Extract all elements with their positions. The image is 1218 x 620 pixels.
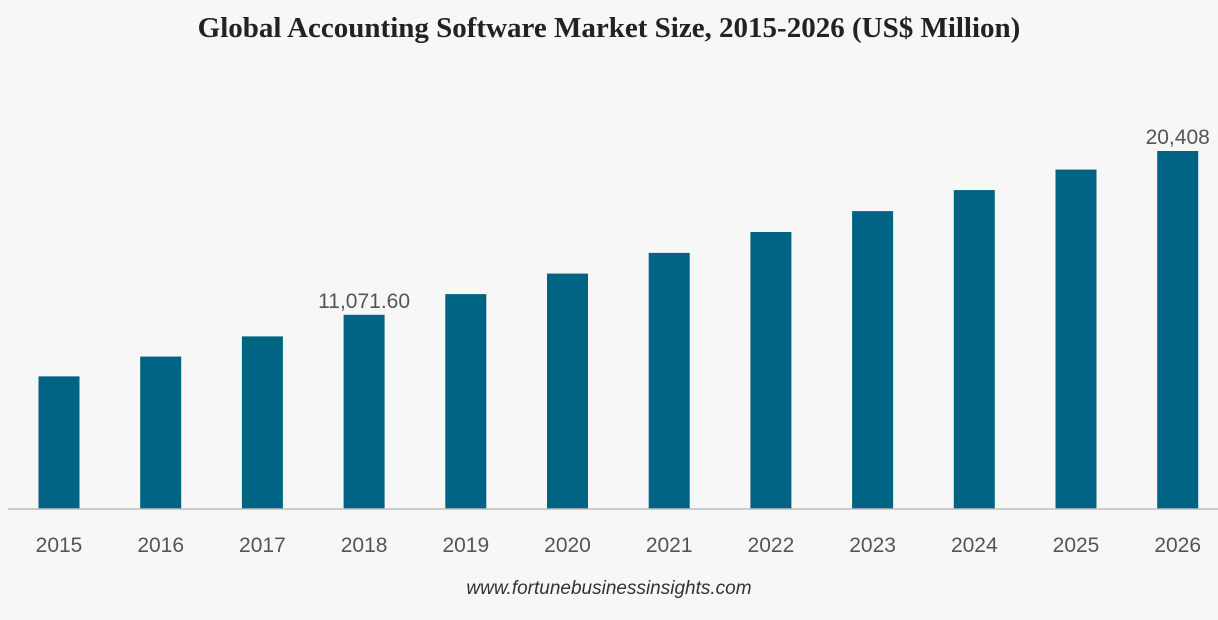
bar-2025 bbox=[1055, 169, 1097, 510]
bar-2016 bbox=[140, 356, 182, 509]
x-tick-label-2018: 2018 bbox=[341, 534, 388, 557]
x-tick-label-2021: 2021 bbox=[646, 534, 693, 557]
bar-2024 bbox=[953, 190, 995, 509]
bar-2022 bbox=[750, 232, 792, 510]
bar-2017 bbox=[241, 336, 283, 509]
x-tick-labels: 2015 2016 2017 2018 2019 2020 2021 2022 2023 2024… bbox=[36, 534, 1201, 557]
data-label-2026: 20,408 bbox=[1146, 126, 1210, 149]
x-tick-label-2024: 2024 bbox=[951, 534, 998, 557]
chart-title: Global Accounting Software Market Size, … bbox=[197, 12, 1021, 44]
x-tick-label-2022: 2022 bbox=[748, 534, 795, 557]
bar-2018 bbox=[343, 314, 385, 509]
bar-2020 bbox=[547, 273, 588, 509]
bar-2019 bbox=[445, 294, 487, 509]
bar-2026 bbox=[1157, 151, 1199, 509]
x-tick-label-2017: 2017 bbox=[239, 534, 286, 557]
x-tick-label-2019: 2019 bbox=[442, 534, 489, 557]
bar-2015 bbox=[38, 376, 80, 509]
bar-2023 bbox=[852, 211, 894, 509]
bar-2021 bbox=[648, 252, 690, 509]
source-note: www.fortunebusinessinsights.com bbox=[466, 578, 752, 599]
x-tick-label-2015: 2015 bbox=[36, 534, 83, 557]
x-tick-label-2025: 2025 bbox=[1053, 534, 1100, 557]
data-labels: 11,071.60 20,408 bbox=[318, 126, 1210, 313]
bars-layer bbox=[38, 151, 1199, 510]
x-tick-label-2023: 2023 bbox=[849, 534, 896, 557]
x-tick-label-2020: 2020 bbox=[544, 534, 591, 557]
x-tick-label-2016: 2016 bbox=[137, 534, 184, 557]
x-tick-label-2026: 2026 bbox=[1154, 534, 1201, 557]
data-label-2018: 11,071.60 bbox=[318, 290, 410, 313]
